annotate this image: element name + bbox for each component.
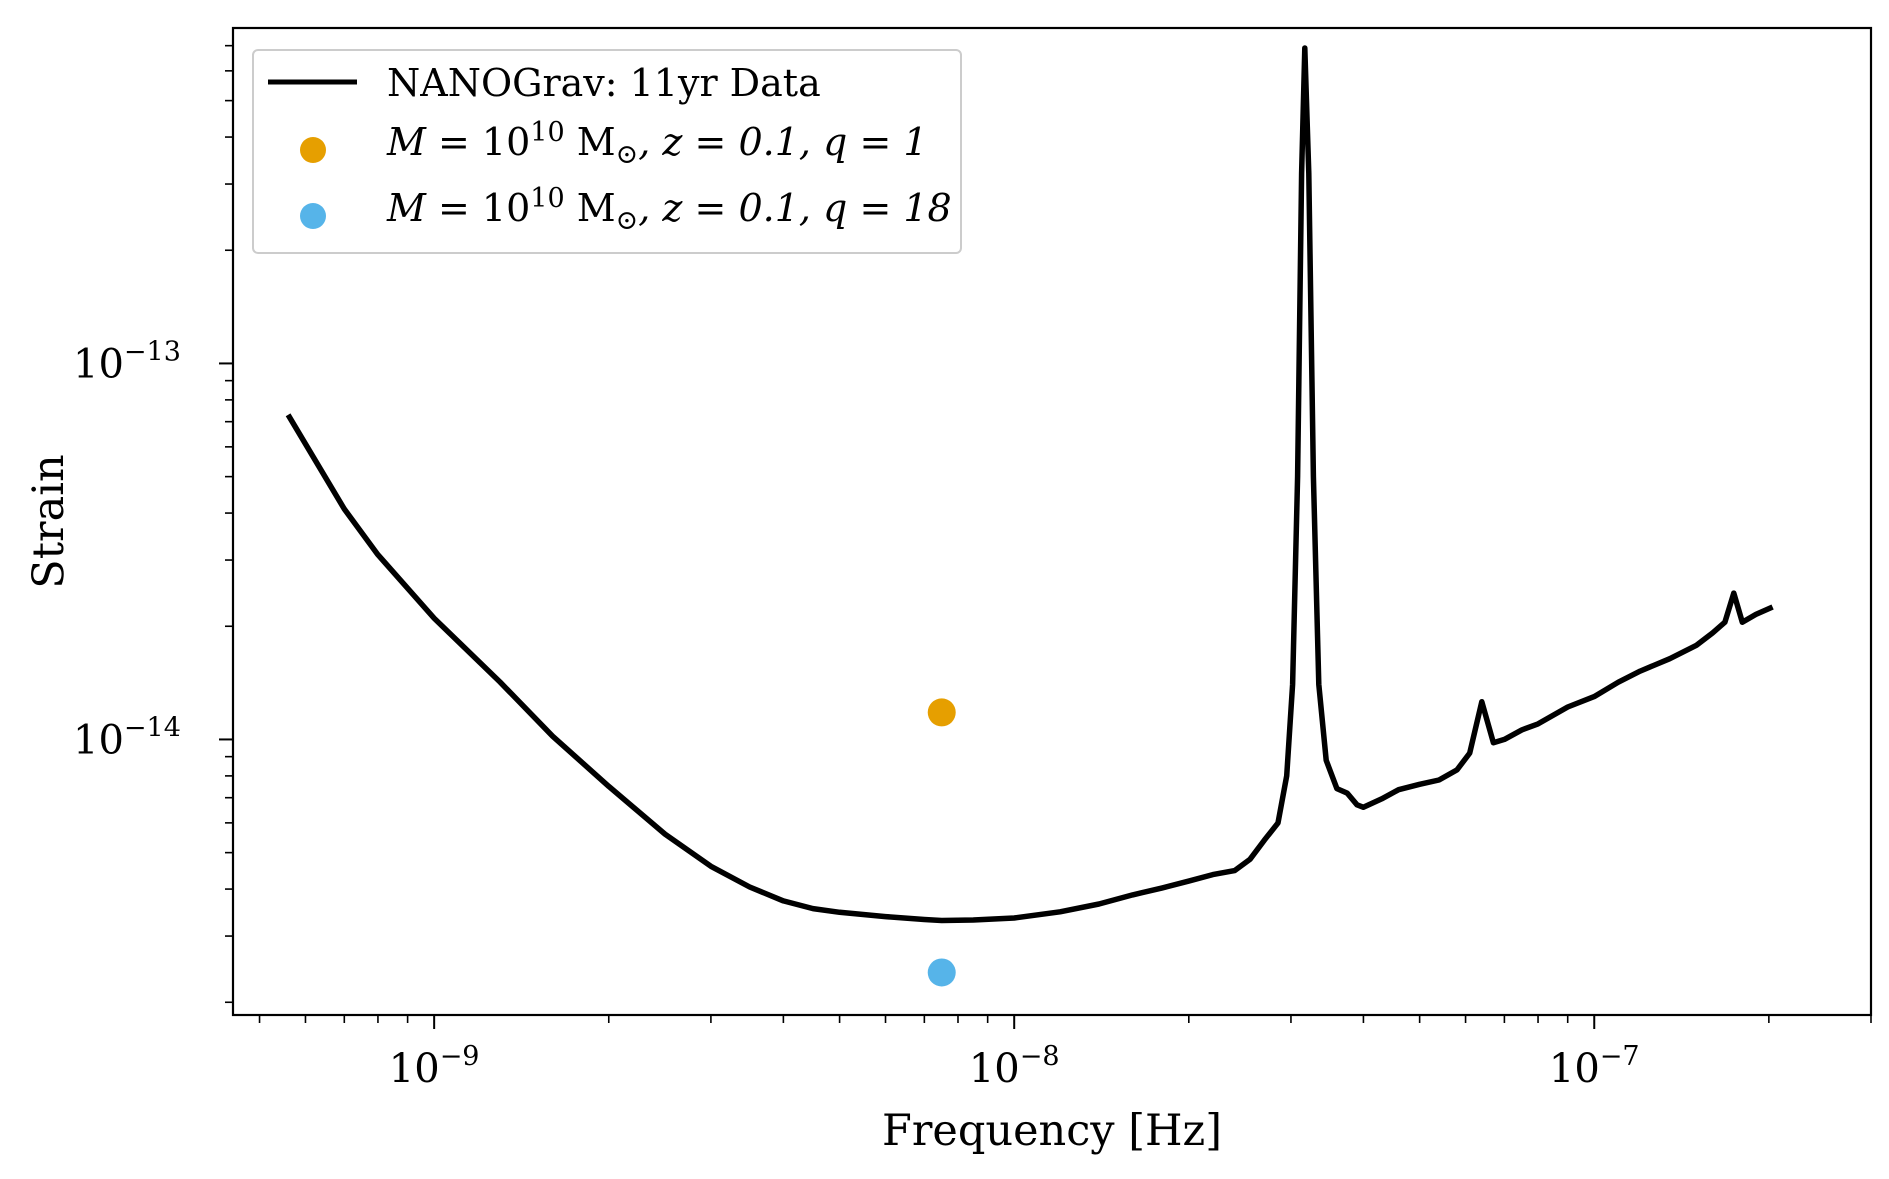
legend-marker-q18 [300, 203, 326, 229]
legend: NANOGrav: 11yr Data M = 1010 M⊙, z = 0.1… [252, 49, 962, 254]
y-tick-label: 10−13 [73, 336, 181, 387]
legend-marker-q1 [300, 137, 326, 163]
x-tick-label: 10−7 [1549, 1041, 1640, 1092]
legend-label-q1: M = 1010 M⊙, z = 0.1, q = 1 [386, 117, 928, 170]
x-tick-label: 10−8 [969, 1041, 1060, 1092]
plot-content [285, 45, 1774, 987]
x-tick-label: 10−9 [389, 1041, 480, 1092]
legend-label-q18: M = 1010 M⊙, z = 0.1, q = 18 [386, 183, 952, 236]
tick-labels: 10−9 10−8 10−7 10−13 10−14 [73, 336, 1640, 1092]
legend-box [252, 49, 962, 254]
major-ticks [219, 362, 1596, 1029]
series-line-nanograv [285, 45, 1774, 924]
scatter-point-q18 [927, 958, 956, 987]
plot-frame [231, 26, 1873, 1017]
minor-ticks [225, 44, 1872, 1023]
x-axis-label: Frequency [Hz] [882, 1106, 1222, 1156]
y-tick-label: 10−14 [73, 712, 181, 763]
scatter-point-q1 [927, 698, 956, 727]
legend-label-nanograv: NANOGrav: 11yr Data [387, 61, 821, 105]
y-axis-label: Strain [24, 454, 74, 588]
